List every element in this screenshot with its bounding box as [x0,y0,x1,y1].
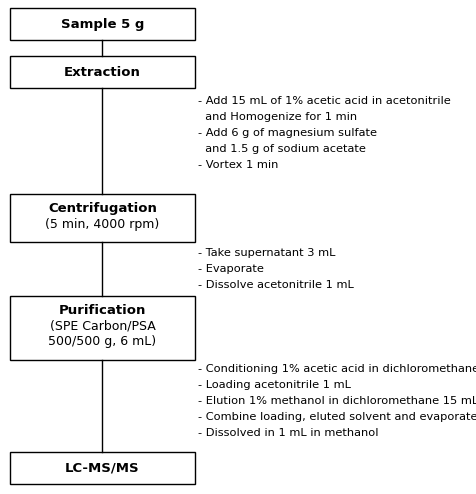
Text: - Loading acetonitrile 1 mL: - Loading acetonitrile 1 mL [198,380,350,390]
Text: - Elution 1% methanol in dichloromethane 15 mL: - Elution 1% methanol in dichloromethane… [198,396,476,406]
Bar [10,452,195,484]
Text: - Dissolve acetonitrile 1 mL: - Dissolve acetonitrile 1 mL [198,280,353,290]
Text: - Combine loading, eluted solvent and evaporate: - Combine loading, eluted solvent and ev… [198,412,476,422]
Text: Centrifugation: Centrifugation [48,202,157,214]
Text: and Homogenize for 1 min: and Homogenize for 1 min [198,112,357,122]
Text: - Dissolved in 1 mL in methanol: - Dissolved in 1 mL in methanol [198,428,378,438]
Text: Extraction: Extraction [64,66,140,79]
Text: - Evaporate: - Evaporate [198,264,263,274]
Text: and 1.5 g of sodium acetate: and 1.5 g of sodium acetate [198,144,365,154]
Text: (5 min, 4000 rpm): (5 min, 4000 rpm) [45,217,159,231]
Text: (SPE Carbon/PSA: (SPE Carbon/PSA [50,320,155,332]
Text: Sample 5 g: Sample 5 g [60,17,144,31]
Text: - Vortex 1 min: - Vortex 1 min [198,160,278,170]
Text: LC-MS/MS: LC-MS/MS [65,461,139,475]
Text: - Add 15 mL of 1% acetic acid in acetonitrile: - Add 15 mL of 1% acetic acid in acetoni… [198,96,450,106]
Text: 500/500 g, 6 mL): 500/500 g, 6 mL) [49,335,156,348]
Bar [10,8,195,40]
Bar [10,194,195,242]
Text: - Add 6 g of magnesium sulfate: - Add 6 g of magnesium sulfate [198,128,376,138]
Text: - Conditioning 1% acetic acid in dichloromethane 6 mL: - Conditioning 1% acetic acid in dichlor… [198,364,476,374]
Bar [10,56,195,88]
Text: - Take supernatant 3 mL: - Take supernatant 3 mL [198,248,335,258]
Bar [10,296,195,360]
Text: Purification: Purification [59,303,146,317]
